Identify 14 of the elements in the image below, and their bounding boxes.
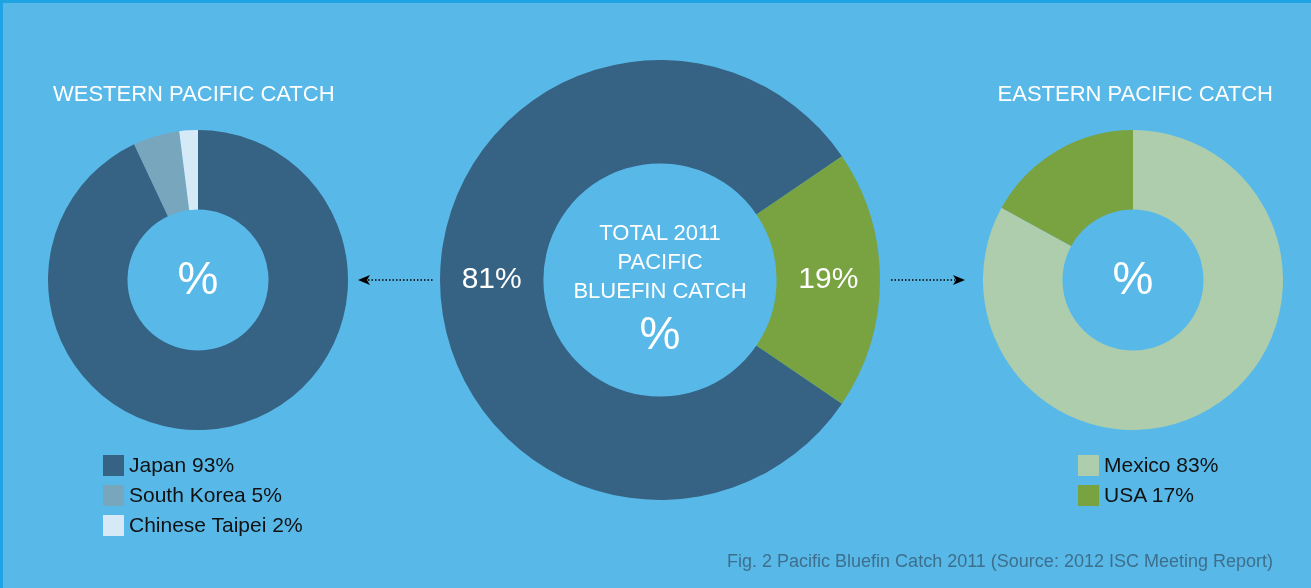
text: % — [176, 251, 220, 306]
caption: Fig. 2 Pacific Bluefin Catch 2011 (Source: 2012 ISC Meeting Report) — [727, 551, 1273, 572]
text: TOTAL 2011 PACIFIC BLUEFIN CATCH — [572, 219, 748, 305]
chart-title: WESTERN PACIFIC CATCH — [52, 81, 336, 107]
legend-label: USA 17% — [1104, 483, 1194, 507]
legend-label: Japan 93% — [129, 453, 235, 477]
legend-label: South Korea 5% — [129, 483, 282, 507]
legend-label: Mexico 83% — [1104, 453, 1219, 477]
text: % — [1111, 251, 1155, 306]
data-label: 19% — [798, 261, 859, 295]
chart-title: EASTERN PACIFIC CATCH — [996, 81, 1274, 107]
data-label: 81% — [461, 261, 522, 295]
legend-label: Chinese Taipei 2% — [129, 513, 303, 537]
text: % — [638, 306, 682, 361]
